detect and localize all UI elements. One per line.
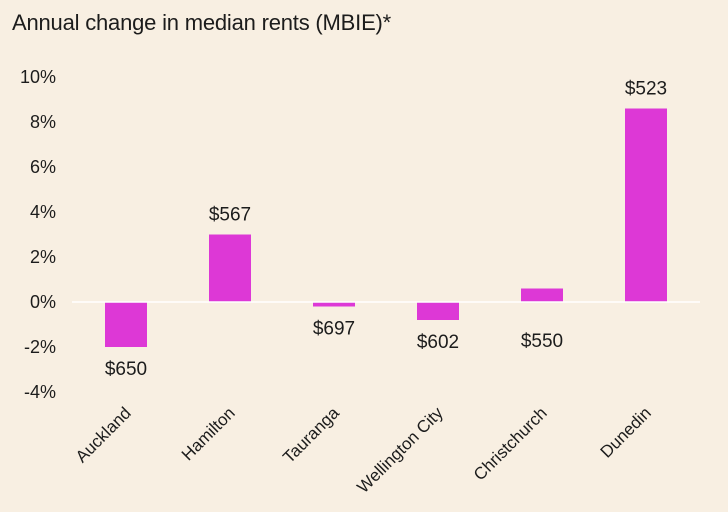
- bar-hamilton: [209, 234, 251, 302]
- x-tick-label: Dunedin: [597, 403, 655, 461]
- bar-christchurch: [521, 288, 563, 302]
- y-tick-label: 2%: [30, 247, 56, 267]
- y-tick-label: 0%: [30, 292, 56, 312]
- y-tick-label: -2%: [24, 337, 56, 357]
- x-tick-label: Tauranga: [279, 403, 343, 467]
- bar-wellington-city: [417, 302, 459, 320]
- x-tick-label: Hamilton: [178, 403, 239, 464]
- data-label: $697: [313, 319, 355, 340]
- bar-auckland: [105, 302, 147, 347]
- y-tick-label: -4%: [24, 382, 56, 402]
- data-label: $650: [105, 359, 147, 380]
- chart-title: Annual change in median rents (MBIE)*: [12, 10, 392, 35]
- bar-tauranga: [313, 302, 355, 307]
- data-label: $523: [625, 79, 667, 100]
- data-label: $550: [521, 331, 563, 352]
- y-tick-label: 8%: [30, 112, 56, 132]
- y-tick-label: 6%: [30, 157, 56, 177]
- x-tick-label: Auckland: [72, 403, 135, 466]
- x-tick-label: Christchurch: [470, 403, 551, 484]
- data-label: $602: [417, 332, 459, 353]
- x-tick-label: Wellington City: [353, 403, 447, 497]
- data-label: $567: [209, 205, 251, 226]
- y-tick-label: 10%: [20, 67, 56, 87]
- bar-dunedin: [625, 108, 667, 302]
- y-tick-label: 4%: [30, 202, 56, 222]
